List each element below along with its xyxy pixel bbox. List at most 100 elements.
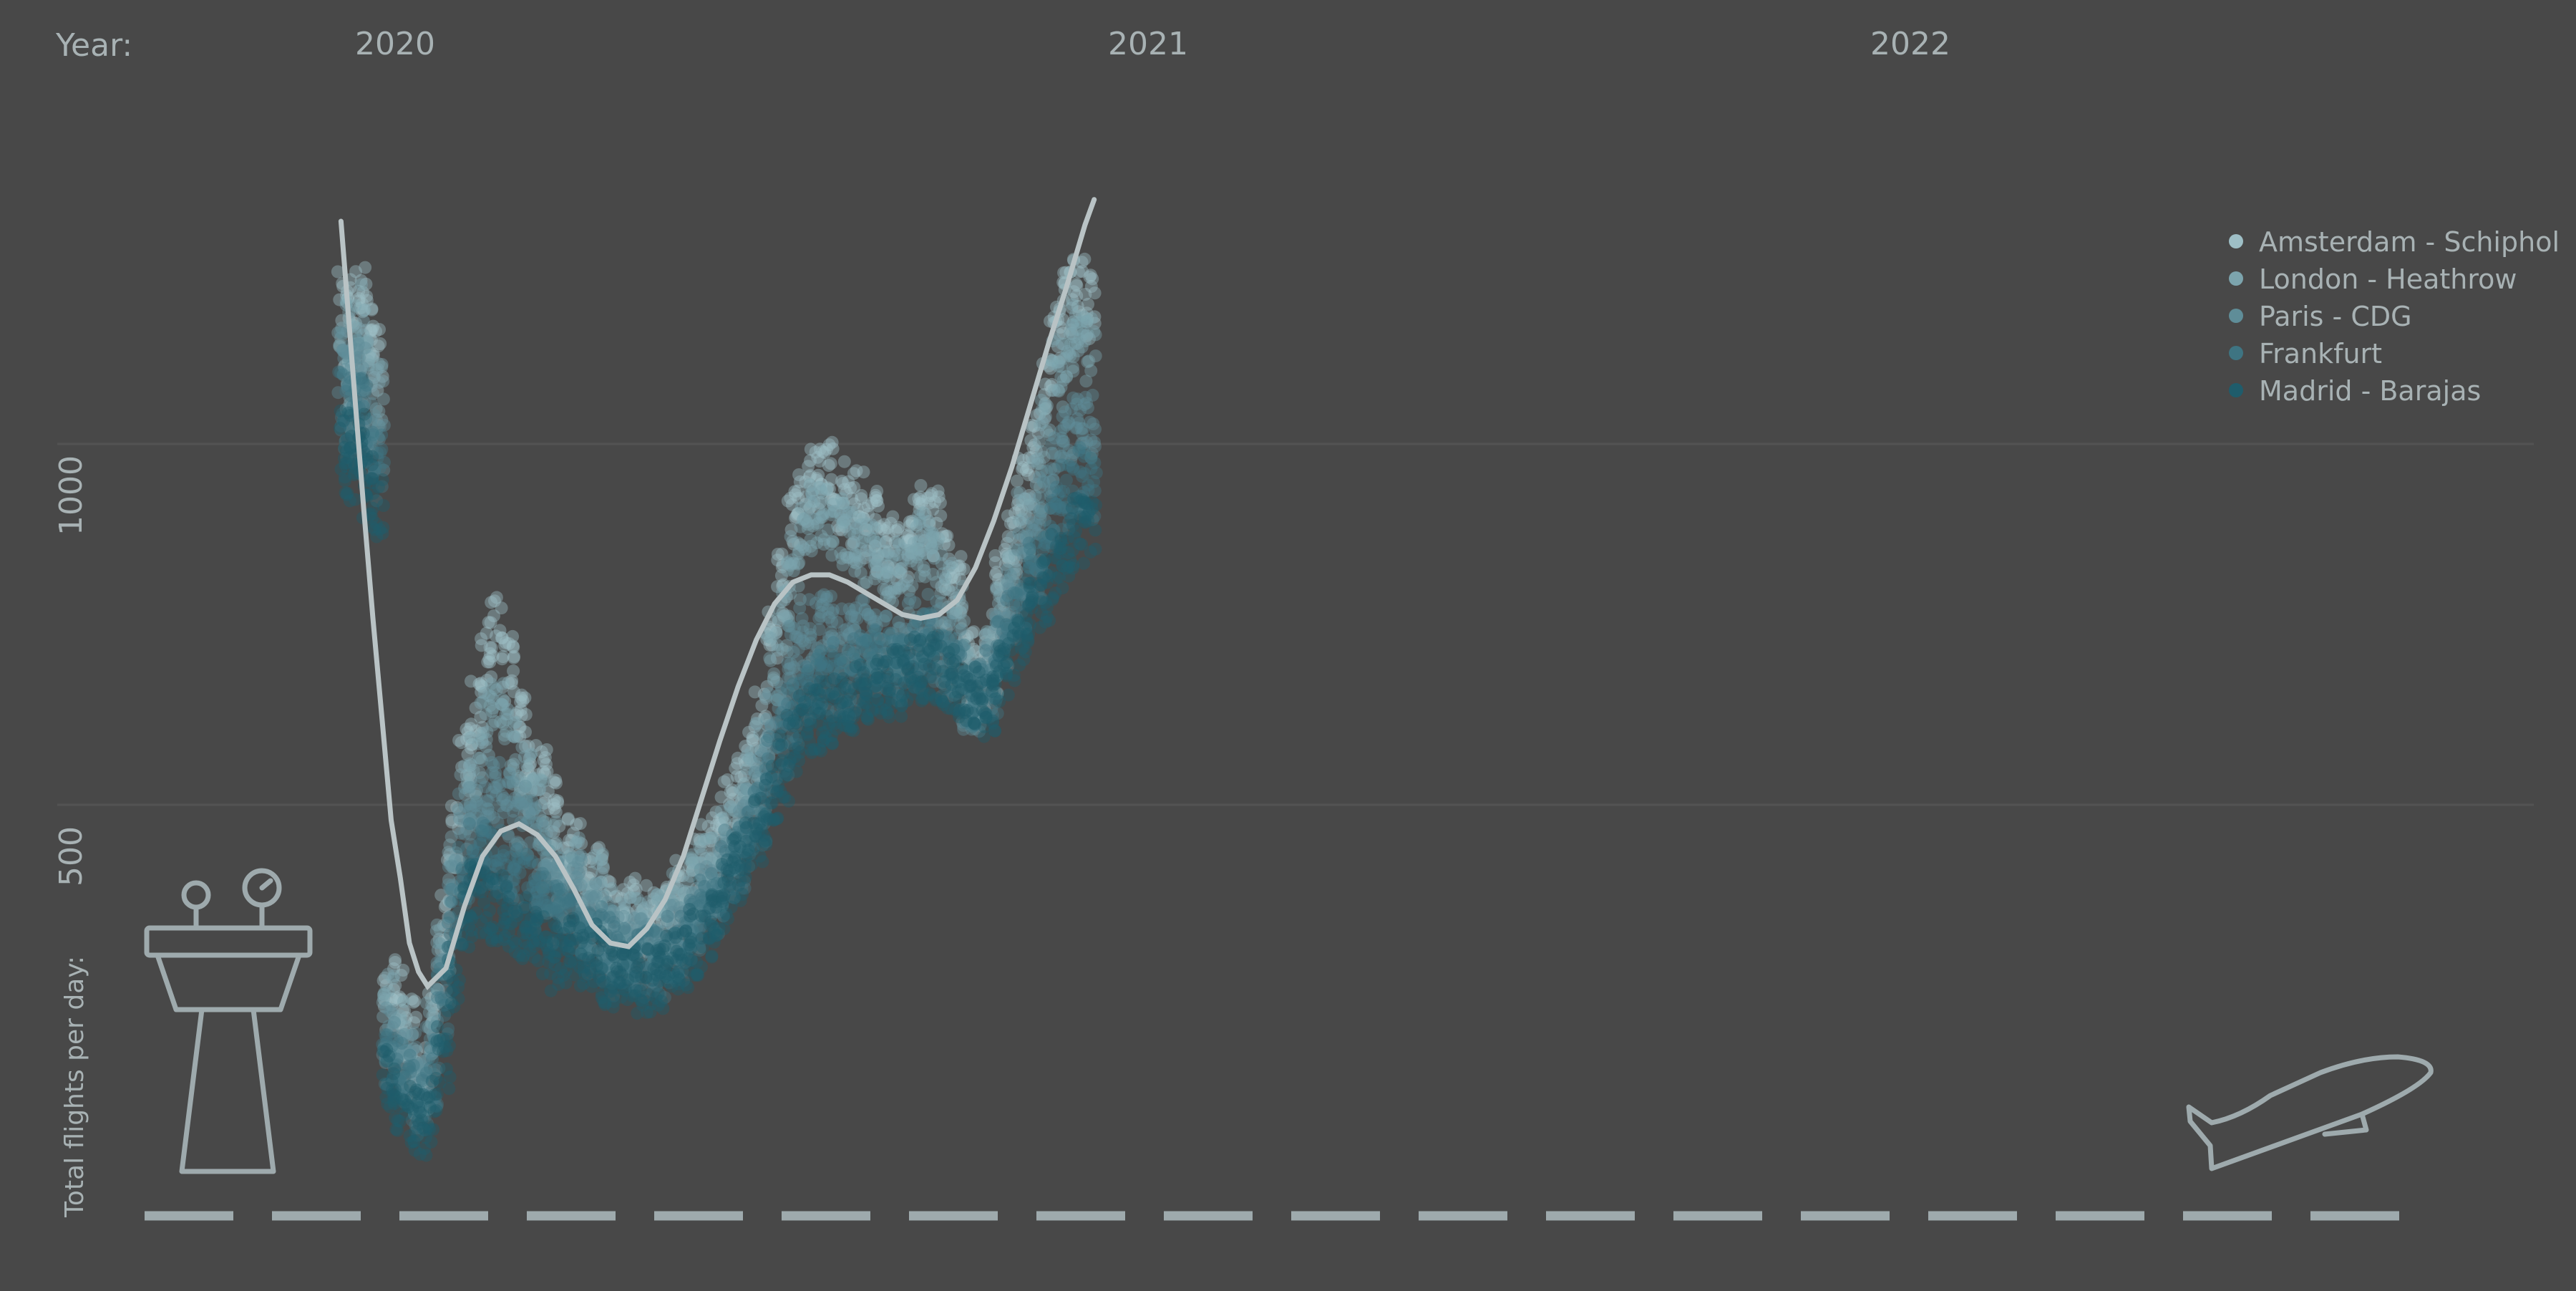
data-point — [341, 376, 354, 390]
data-point — [835, 496, 849, 510]
data-point — [631, 952, 644, 965]
data-point — [903, 515, 916, 528]
data-point — [510, 705, 524, 719]
data-point — [503, 767, 517, 780]
data-point — [661, 913, 674, 927]
data-point — [769, 623, 783, 637]
data-point — [847, 497, 861, 511]
data-point — [1056, 410, 1069, 423]
data-point — [1001, 563, 1014, 576]
data-point — [1000, 549, 1014, 563]
data-point — [361, 362, 375, 375]
data-point — [765, 638, 779, 652]
data-point — [978, 664, 992, 677]
data-point — [669, 906, 682, 919]
data-point — [694, 835, 707, 848]
data-point — [547, 775, 560, 789]
data-point — [334, 325, 347, 339]
data-point — [990, 566, 1003, 579]
data-point — [407, 1016, 421, 1030]
data-point — [945, 571, 958, 584]
data-point — [629, 920, 643, 934]
data-point — [472, 677, 486, 691]
data-point — [759, 732, 772, 746]
data-point — [693, 840, 706, 854]
data-point — [754, 744, 767, 758]
data-point — [390, 991, 404, 1005]
data-point — [926, 549, 940, 562]
data-point — [764, 622, 777, 636]
data-point — [913, 497, 926, 510]
data-point — [759, 736, 772, 750]
airplane-icon — [2186, 1054, 2434, 1171]
data-point — [455, 760, 469, 774]
data-point — [366, 450, 379, 463]
data-point — [403, 1048, 417, 1062]
data-point — [438, 939, 452, 952]
data-point — [349, 265, 362, 279]
data-point — [791, 484, 805, 498]
data-point — [651, 931, 665, 944]
data-point — [810, 473, 824, 487]
data-point — [361, 354, 374, 367]
data-point — [354, 364, 367, 377]
data-point — [408, 1107, 422, 1121]
data-point — [518, 740, 532, 753]
y-axis-label: Total flights per day: — [60, 956, 89, 1218]
data-point — [737, 769, 751, 783]
data-point — [1082, 297, 1094, 311]
data-point — [386, 1003, 399, 1017]
data-point — [485, 677, 498, 690]
x-tick-label: 2021 — [1108, 26, 1188, 62]
data-point — [550, 776, 563, 790]
data-point — [456, 814, 470, 828]
data-point — [398, 1004, 412, 1017]
data-point — [954, 550, 968, 564]
data-point — [1083, 270, 1097, 284]
data-point — [397, 963, 410, 977]
data-point — [898, 536, 911, 548]
data-point — [760, 680, 774, 693]
data-point — [442, 895, 456, 909]
data-point — [784, 491, 797, 505]
data-point — [737, 778, 751, 791]
data-point — [426, 1047, 439, 1060]
data-point — [361, 341, 374, 354]
data-point — [713, 818, 726, 831]
data-point — [389, 979, 402, 992]
data-point — [437, 919, 450, 932]
data-point — [356, 297, 369, 311]
data-point — [958, 631, 971, 644]
data-point — [349, 316, 362, 330]
data-point — [707, 935, 721, 949]
data-point — [441, 854, 454, 866]
data-point — [376, 1068, 389, 1082]
data-point — [948, 654, 962, 667]
data-point — [410, 1102, 424, 1116]
data-point — [509, 715, 523, 729]
data-point — [355, 337, 369, 350]
data-point — [1066, 298, 1079, 311]
data-point — [414, 1086, 427, 1100]
data-point — [1035, 595, 1049, 609]
data-point — [515, 740, 529, 754]
data-point — [930, 516, 943, 530]
data-point — [356, 305, 369, 319]
data-point — [979, 644, 993, 657]
data-point — [679, 893, 693, 906]
data-point — [871, 565, 885, 579]
data-point — [452, 854, 466, 868]
data-point — [869, 490, 883, 504]
data-point — [816, 445, 830, 458]
data-point — [361, 335, 374, 349]
data-point — [419, 1063, 433, 1076]
data-point — [881, 566, 895, 579]
data-point — [678, 886, 691, 900]
data-point — [366, 319, 380, 333]
data-point — [1030, 408, 1044, 422]
data-point — [1041, 399, 1054, 412]
data-point — [361, 354, 375, 368]
data-point — [825, 644, 838, 658]
data-point — [410, 1060, 424, 1073]
